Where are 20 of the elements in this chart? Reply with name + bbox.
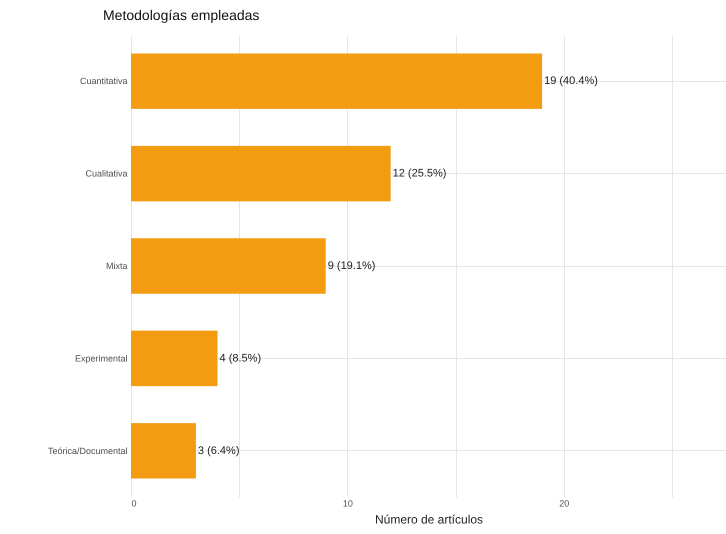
bar bbox=[131, 53, 542, 109]
y-tick-label: Experimental bbox=[74, 353, 128, 364]
x-tick-label: 0 bbox=[132, 498, 137, 508]
x-axis-title: Número de artículos bbox=[374, 512, 484, 526]
data-label: 12 (25.5%) bbox=[392, 168, 446, 180]
bar bbox=[131, 146, 391, 202]
x-tick-label: 10 bbox=[342, 498, 353, 508]
bar bbox=[131, 330, 218, 386]
y-tick-label: Cuantitativa bbox=[80, 76, 128, 86]
x-tick-label: 20 bbox=[559, 498, 570, 508]
y-tick-label: Teórica/Documental bbox=[48, 446, 128, 456]
bar bbox=[131, 423, 196, 479]
chart-title: Metodologías empleadas bbox=[103, 7, 260, 23]
y-tick-label: Cualitativa bbox=[85, 168, 128, 179]
bar bbox=[131, 238, 326, 294]
data-label: 9 (19.1%) bbox=[328, 260, 376, 272]
y-tick-label: Mixta bbox=[106, 261, 128, 271]
data-label: 4 (8.5%) bbox=[220, 352, 262, 364]
data-label: 3 (6.4%) bbox=[198, 444, 240, 457]
data-label: 19 (40.4%) bbox=[544, 75, 598, 88]
